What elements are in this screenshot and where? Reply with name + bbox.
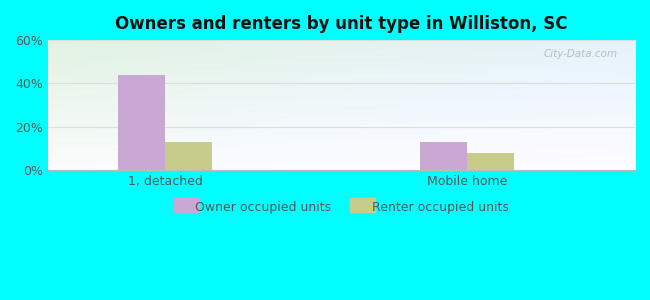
Bar xyxy=(118,75,165,170)
Bar xyxy=(467,153,514,170)
Text: City-Data.com: City-Data.com xyxy=(543,49,618,59)
Legend: Owner occupied units, Renter occupied units: Owner occupied units, Renter occupied un… xyxy=(169,196,514,219)
Bar xyxy=(165,142,212,170)
Title: Owners and renters by unit type in Williston, SC: Owners and renters by unit type in Willi… xyxy=(115,15,567,33)
Bar xyxy=(421,142,467,170)
